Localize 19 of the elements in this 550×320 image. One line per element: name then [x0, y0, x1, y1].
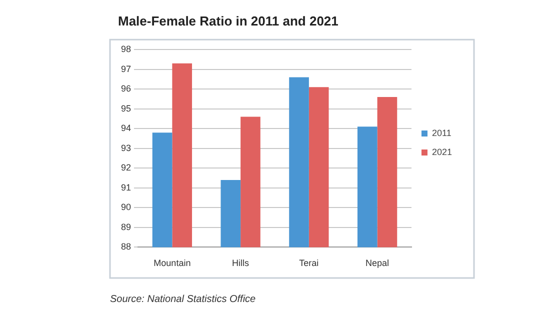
legend-label: 2021: [432, 146, 452, 157]
y-tick-label: 94: [120, 123, 132, 134]
x-tick-label: Hills: [232, 258, 250, 268]
y-tick-label: 89: [120, 222, 132, 232]
y-tick-label: 88: [120, 242, 132, 252]
x-tick-label: Terai: [299, 258, 319, 268]
chart-title: Male-Female Ratio in 2011 and 2021: [118, 13, 338, 28]
legend-label: 2011: [432, 128, 452, 138]
y-tick-label: 95: [120, 103, 132, 114]
x-tick-label: Mountain: [154, 258, 191, 268]
y-tick-label: 91: [120, 182, 132, 192]
source-note: Source: National Statistics Office: [110, 294, 256, 305]
y-tick-label: 90: [120, 202, 132, 212]
y-tick-label: 96: [120, 84, 132, 94]
y-tick-label: 97: [120, 64, 132, 74]
y-tick-label: 93: [120, 142, 132, 153]
x-tick-label: Nepal: [366, 258, 390, 268]
y-tick-label: 92: [120, 162, 132, 173]
y-tick-label: 98: [120, 44, 132, 54]
